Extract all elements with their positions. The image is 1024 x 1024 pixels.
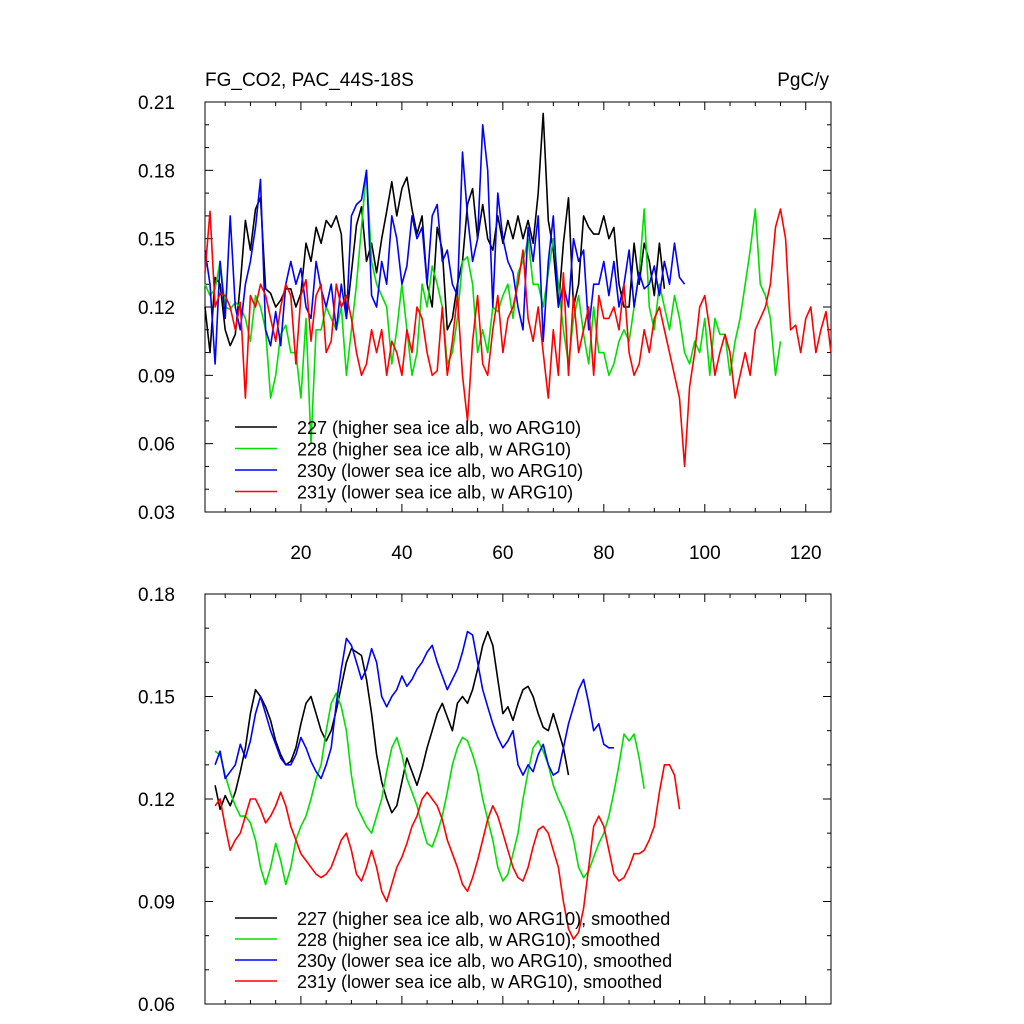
x-tick-label: 40 xyxy=(391,543,412,564)
legend-label: 230y (lower sea ice alb, wo ARG10), smoo… xyxy=(297,951,672,971)
x-tick-label: 20 xyxy=(290,543,311,564)
y-tick-label: 0.15 xyxy=(138,688,175,709)
bottom-series-line-2 xyxy=(214,630,614,780)
legend-label: 227 (higher sea ice alb, wo ARG10), smoo… xyxy=(297,909,670,929)
top-series-line-2 xyxy=(204,124,686,365)
bottom-ticks: 0.06 0.09 0.12 0.15 0.18 xyxy=(138,585,832,1016)
bottom-legend: 227 (higher sea ice alb, wo ARG10), smoo… xyxy=(235,909,672,992)
bottom-panel: 0.06 0.09 0.12 0.15 0.18 227 (higher sea ice… xyxy=(138,585,832,1016)
legend-label: 230y (lower sea ice alb, wo ARG10) xyxy=(297,461,583,481)
legend-label: 227 (higher sea ice alb, wo ARG10) xyxy=(297,418,581,438)
x-tick-label: 100 xyxy=(689,543,721,564)
y-tick-label: 0.03 xyxy=(138,503,175,524)
y-tick-label: 0.12 xyxy=(138,790,175,811)
y-tick-label: 0.18 xyxy=(138,161,175,182)
top-panel: FG_CO2, PAC_44S-18S PgC/y 0.030.060.090.… xyxy=(138,70,832,564)
y-tick-label: 0.09 xyxy=(138,366,175,387)
bottom-series-line-3 xyxy=(214,763,681,940)
top-series-line-0 xyxy=(204,112,666,354)
legend-label: 228 (higher sea ice alb, w ARG10), smoot… xyxy=(297,930,660,950)
y-tick-label: 0.12 xyxy=(138,298,175,319)
top-ticks: 0.03 0.06 0.09 0.12 0.15 0.18 0.21 20 40 60 80 100 1… xyxy=(138,93,832,564)
y-tick-label: 0.15 xyxy=(138,230,175,251)
legend-label: 231y (lower sea ice alb, w ARG10) xyxy=(297,483,573,503)
y-tick-label: 0.18 xyxy=(138,585,175,606)
legend-label: 231y (lower sea ice alb, w ARG10), smoot… xyxy=(297,972,662,992)
x-tick-label: 120 xyxy=(790,543,822,564)
top-legend: 227 (higher sea ice alb, wo ARG10)228 (h… xyxy=(235,418,583,503)
top-series-line-3 xyxy=(204,208,832,468)
top-panel-title: FG_CO2, PAC_44S-18S xyxy=(205,70,414,91)
bottom-series-line-0 xyxy=(214,630,570,814)
y-tick-label: 0.06 xyxy=(138,995,175,1016)
x-tick-label: 80 xyxy=(593,543,614,564)
top-panel-units: PgC/y xyxy=(777,70,829,91)
x-tick-label: 60 xyxy=(492,543,513,564)
bottom-series-lines xyxy=(214,630,681,940)
y-tick-label: 0.09 xyxy=(138,893,175,914)
y-tick-label: 0.21 xyxy=(138,93,175,114)
bottom-series-line-1 xyxy=(214,692,645,886)
y-tick-label: 0.06 xyxy=(138,435,175,456)
top-series-lines xyxy=(204,112,832,468)
legend-label: 228 (higher sea ice alb, w ARG10) xyxy=(297,440,571,460)
